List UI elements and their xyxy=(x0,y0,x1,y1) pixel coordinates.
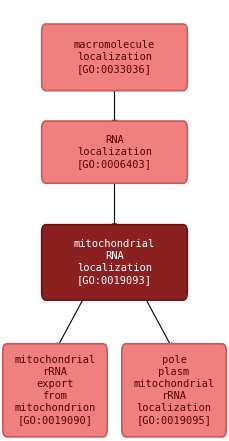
Text: macromolecule
localization
[GO:0033036]: macromolecule localization [GO:0033036] xyxy=(74,40,155,75)
FancyBboxPatch shape xyxy=(122,344,226,437)
FancyBboxPatch shape xyxy=(42,121,187,183)
Text: mitochondrial
RNA
localization
[GO:0019093]: mitochondrial RNA localization [GO:00190… xyxy=(74,239,155,285)
Text: RNA
localization
[GO:0006403]: RNA localization [GO:0006403] xyxy=(77,135,152,169)
FancyBboxPatch shape xyxy=(3,344,107,437)
Text: pole
plasm
mitochondrial
rRNA
localization
[GO:0019095]: pole plasm mitochondrial rRNA localizati… xyxy=(134,355,215,425)
FancyBboxPatch shape xyxy=(42,24,187,90)
FancyBboxPatch shape xyxy=(42,224,187,300)
Text: mitochondrial
rRNA
export
from
mitochondrion
[GO:0019090]: mitochondrial rRNA export from mitochond… xyxy=(14,355,95,425)
